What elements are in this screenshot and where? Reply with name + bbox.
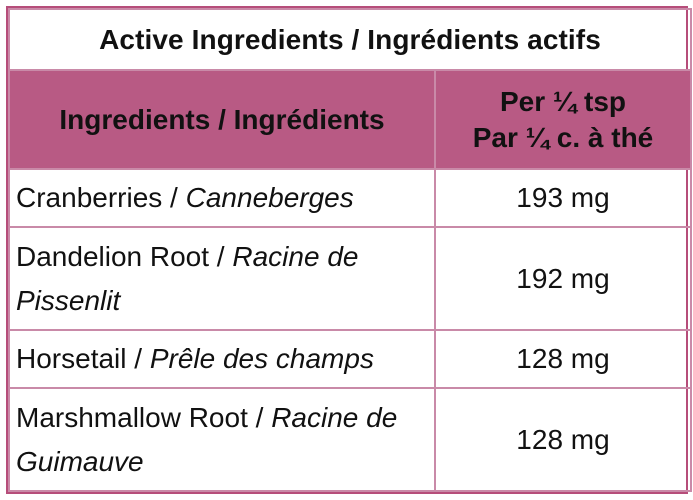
amount-column-header: Per ¼ tsp Par ¼ c. à thé	[434, 69, 692, 170]
name-separator: /	[209, 240, 233, 272]
ingredient-name-fr: Racine de Pissenlit	[16, 240, 359, 316]
table-row: Dandelion Root / Racine de Pissenlit 192…	[8, 226, 692, 331]
ingredient-name-fr: Racine de Guimauve	[16, 401, 398, 477]
ingredient-name-cell: Dandelion Root / Racine de Pissenlit	[8, 226, 436, 331]
active-ingredients-table: Active Ingredients / Ingrédients actifs …	[6, 6, 692, 494]
ingredient-name-en: Dandelion Root	[16, 240, 210, 272]
ingredient-name-en: Cranberries	[16, 182, 163, 214]
amount-header-line-1: Per ¼ tsp	[499, 85, 627, 117]
amount-header-line-2: Par ¼ c. à thé	[472, 121, 654, 153]
ingredient-amount: 192 mg	[434, 226, 692, 331]
ingredient-amount: 128 mg	[434, 387, 692, 492]
table-title: Active Ingredients / Ingrédients actifs	[8, 7, 692, 72]
ingredient-name-en: Marshmallow Root	[16, 401, 248, 433]
table-row: Marshmallow Root / Racine de Guimauve 12…	[8, 387, 692, 492]
ingredient-name-fr: Prêle des champs	[149, 343, 374, 375]
ingredient-column-header: Ingredients / Ingrédients	[8, 69, 436, 170]
table-row: Cranberries / Canneberges 193 mg	[8, 167, 692, 229]
ingredient-amount: 128 mg	[434, 328, 692, 390]
table-row: Horsetail / Prêle des champs 128 mg	[8, 328, 692, 390]
ingredients-table: Active Ingredients / Ingrédients actifs …	[8, 7, 692, 492]
title-row: Active Ingredients / Ingrédients actifs	[8, 7, 692, 72]
name-separator: /	[247, 401, 272, 433]
ingredient-name-cell: Marshmallow Root / Racine de Guimauve	[8, 387, 436, 492]
ingredient-name-cell: Horsetail / Prêle des champs	[8, 328, 436, 390]
ingredient-name-fr: Canneberges	[185, 182, 354, 214]
ingredient-name-cell: Cranberries / Canneberges	[8, 167, 436, 229]
name-separator: /	[126, 343, 150, 375]
ingredient-name-en: Horsetail	[16, 343, 127, 375]
header-row: Ingredients / Ingrédients Per ¼ tsp Par …	[8, 69, 692, 170]
name-separator: /	[162, 182, 186, 214]
ingredient-amount: 193 mg	[434, 167, 692, 229]
